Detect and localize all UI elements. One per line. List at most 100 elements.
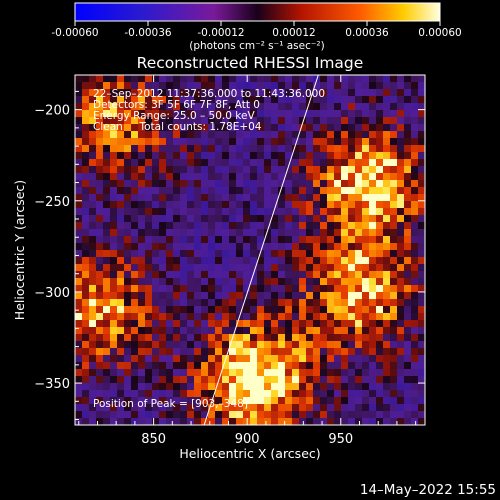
heatmap-cell	[250, 201, 257, 208]
heatmap-cell	[376, 411, 383, 418]
heatmap-cell	[180, 215, 187, 222]
heatmap-cell	[131, 89, 138, 96]
heatmap-cell	[383, 201, 390, 208]
heatmap-cell	[180, 208, 187, 215]
heatmap-cell	[418, 194, 425, 201]
heatmap-cell	[250, 299, 257, 306]
heatmap-cell	[159, 82, 166, 89]
heatmap-cell	[208, 369, 215, 376]
heatmap-cell	[397, 306, 404, 313]
heatmap-cell	[229, 292, 236, 299]
heatmap-cell	[418, 222, 425, 229]
heatmap-cell	[124, 124, 131, 131]
heatmap-cell	[327, 222, 334, 229]
heatmap-cell	[355, 299, 362, 306]
heatmap-cell	[278, 180, 285, 187]
heatmap-cell	[138, 187, 145, 194]
heatmap-cell	[152, 229, 159, 236]
heatmap-cell	[278, 292, 285, 299]
heatmap-cell	[278, 110, 285, 117]
heatmap-cell	[397, 397, 404, 404]
heatmap-cell	[404, 383, 411, 390]
heatmap-cell	[180, 96, 187, 103]
heatmap-cell	[159, 327, 166, 334]
heatmap-cell	[166, 362, 173, 369]
heatmap-cell	[306, 257, 313, 264]
heatmap-cell	[208, 145, 215, 152]
heatmap-cell	[208, 334, 215, 341]
heatmap-cell	[110, 376, 117, 383]
heatmap-cell	[117, 236, 124, 243]
heatmap-cell	[397, 369, 404, 376]
heatmap-cell	[145, 257, 152, 264]
heatmap-cell	[215, 131, 222, 138]
heatmap-cell	[243, 117, 250, 124]
heatmap-cell	[236, 159, 243, 166]
heatmap-cell	[187, 131, 194, 138]
heatmap-cell	[278, 236, 285, 243]
heatmap-cell	[285, 131, 292, 138]
heatmap-cell	[236, 355, 243, 362]
heatmap-cell	[152, 250, 159, 257]
heatmap-cell	[124, 82, 131, 89]
heatmap-cell	[243, 411, 250, 418]
heatmap-cell	[131, 82, 138, 89]
heatmap-cell	[222, 201, 229, 208]
heatmap-cell	[390, 313, 397, 320]
heatmap-cell	[145, 166, 152, 173]
heatmap-cell	[397, 243, 404, 250]
heatmap-cell	[383, 131, 390, 138]
heatmap-cell	[404, 250, 411, 257]
heatmap-cell	[117, 173, 124, 180]
heatmap-cell	[82, 75, 89, 82]
heatmap-cell	[96, 243, 103, 250]
heatmap-cell	[285, 334, 292, 341]
heatmap-cell	[397, 418, 404, 425]
heatmap-cell	[313, 82, 320, 89]
heatmap-cell	[222, 173, 229, 180]
heatmap-cell	[124, 362, 131, 369]
heatmap-cell	[320, 173, 327, 180]
heatmap-cell	[82, 411, 89, 418]
heatmap-cell	[173, 236, 180, 243]
heatmap-cell	[320, 152, 327, 159]
heatmap-cell	[187, 75, 194, 82]
heatmap-cell	[334, 264, 341, 271]
heatmap-cell	[376, 173, 383, 180]
heatmap-cell	[250, 355, 257, 362]
heatmap-cell	[229, 166, 236, 173]
heatmap-cell	[327, 369, 334, 376]
heatmap-cell	[180, 152, 187, 159]
heatmap-cell	[411, 348, 418, 355]
heatmap-cell	[222, 369, 229, 376]
heatmap-cell	[159, 110, 166, 117]
heatmap-cell	[145, 124, 152, 131]
heatmap-cell	[75, 89, 82, 96]
heatmap-cell	[194, 327, 201, 334]
heatmap-cell	[271, 89, 278, 96]
heatmap-cell	[222, 229, 229, 236]
heatmap-cell	[306, 187, 313, 194]
heatmap-cell	[278, 152, 285, 159]
heatmap-cell	[404, 159, 411, 166]
heatmap-cell	[278, 166, 285, 173]
heatmap-cell	[313, 152, 320, 159]
heatmap-cell	[320, 103, 327, 110]
heatmap-cell	[327, 376, 334, 383]
heatmap-cell	[117, 355, 124, 362]
heatmap-cell	[243, 215, 250, 222]
heatmap-cell	[250, 194, 257, 201]
heatmap-cell	[348, 180, 355, 187]
heatmap-cell	[383, 285, 390, 292]
heatmap-cell	[152, 411, 159, 418]
heatmap-cell	[292, 103, 299, 110]
heatmap-cell	[152, 390, 159, 397]
heatmap-cell	[201, 145, 208, 152]
heatmap-cell	[404, 390, 411, 397]
heatmap-cell	[229, 82, 236, 89]
heatmap-cell	[180, 257, 187, 264]
heatmap-cell	[89, 278, 96, 285]
heatmap-cell	[103, 285, 110, 292]
heatmap-cell	[243, 194, 250, 201]
heatmap-cell	[250, 257, 257, 264]
